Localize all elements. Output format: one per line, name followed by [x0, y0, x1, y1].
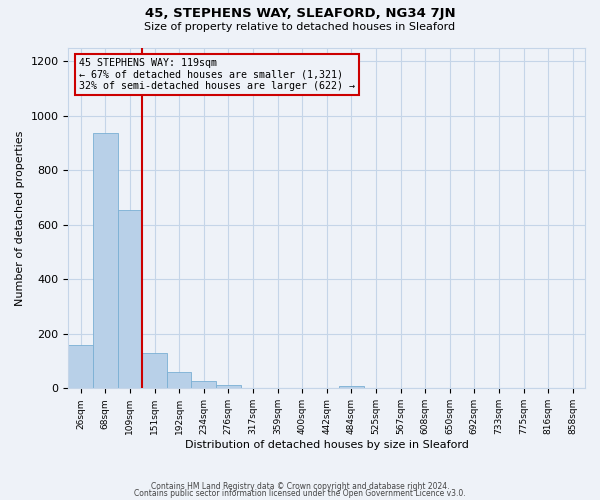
Bar: [93, 134, 118, 388]
Text: 45, STEPHENS WAY, SLEAFORD, NG34 7JN: 45, STEPHENS WAY, SLEAFORD, NG34 7JN: [145, 8, 455, 20]
Text: 45 STEPHENS WAY: 119sqm
← 67% of detached houses are smaller (1,321)
32% of semi: 45 STEPHENS WAY: 119sqm ← 67% of detache…: [79, 58, 355, 91]
Bar: [191, 380, 216, 388]
Text: Contains HM Land Registry data © Crown copyright and database right 2024.: Contains HM Land Registry data © Crown c…: [151, 482, 449, 491]
Bar: [216, 385, 241, 388]
Text: Contains public sector information licensed under the Open Government Licence v3: Contains public sector information licen…: [134, 490, 466, 498]
Text: Size of property relative to detached houses in Sleaford: Size of property relative to detached ho…: [145, 22, 455, 32]
X-axis label: Distribution of detached houses by size in Sleaford: Distribution of detached houses by size …: [185, 440, 469, 450]
Bar: [167, 372, 191, 388]
Bar: [339, 386, 364, 388]
Y-axis label: Number of detached properties: Number of detached properties: [15, 130, 25, 306]
Bar: [142, 353, 167, 388]
Bar: [118, 210, 142, 388]
Bar: [68, 344, 93, 389]
